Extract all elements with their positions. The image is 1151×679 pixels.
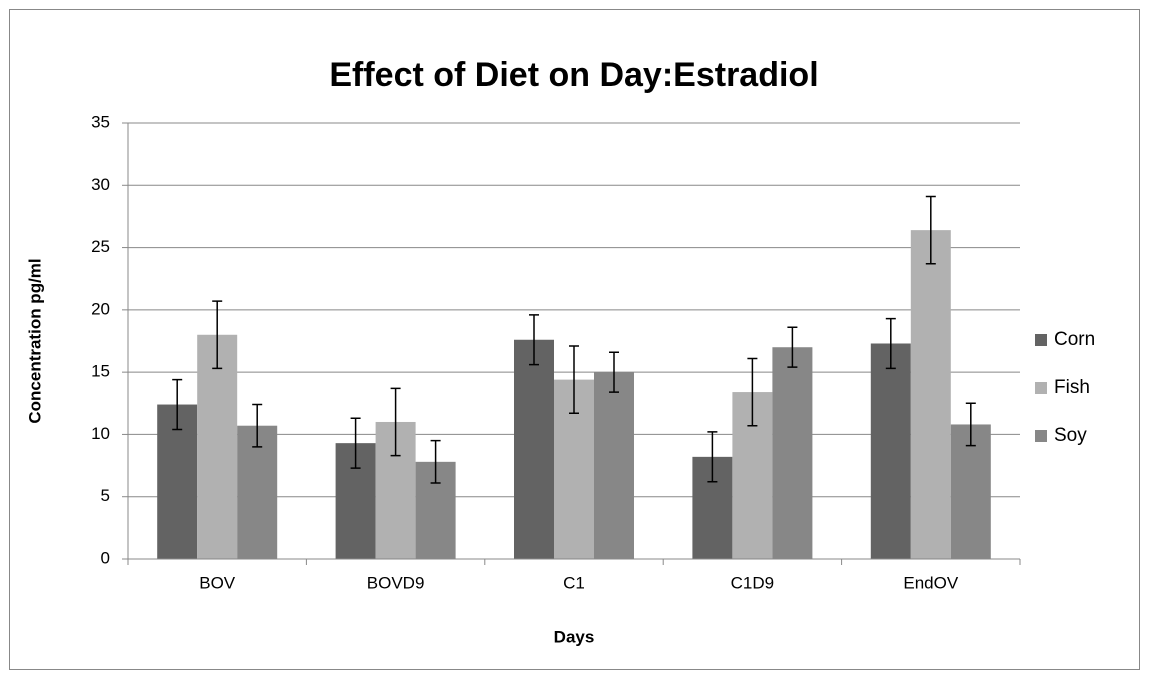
- error-bar: [350, 417, 361, 469]
- bar: [514, 339, 554, 559]
- y-tick-label: 10: [91, 424, 110, 443]
- error-bar: [172, 378, 183, 431]
- bar: [157, 404, 198, 559]
- error-bar: [747, 357, 758, 427]
- legend-label: Corn: [1054, 329, 1095, 350]
- error-bar: [569, 345, 579, 415]
- error-bar: [787, 326, 798, 368]
- error-bar: [609, 351, 619, 393]
- error-bar: [212, 300, 223, 370]
- y-tick-label: 20: [91, 299, 110, 318]
- error-bar: [925, 195, 936, 265]
- error-bar: [707, 431, 718, 483]
- chart-border: [9, 9, 1140, 670]
- y-axis-label: Concentration pg/ml: [25, 258, 44, 423]
- y-tick-label: 5: [101, 486, 110, 505]
- x-tick-label: BOVD9: [367, 573, 425, 592]
- chart-title: Effect of Diet on Day:Estradiol: [329, 56, 818, 94]
- x-tick-label: EndOV: [903, 573, 958, 592]
- legend-swatch: [1035, 334, 1047, 346]
- bar: [197, 334, 238, 559]
- error-bar: [529, 314, 539, 366]
- legend-swatch: [1035, 382, 1047, 394]
- bar: [950, 424, 991, 559]
- legend-label: Fish: [1054, 377, 1090, 398]
- error-bar: [430, 439, 441, 484]
- bar: [237, 425, 278, 559]
- x-tick-label: C1D9: [731, 573, 774, 592]
- error-bar: [965, 402, 976, 447]
- bar: [870, 343, 911, 559]
- y-tick-label: 0: [101, 548, 110, 567]
- error-bar: [252, 403, 263, 448]
- x-tick-label: C1: [563, 573, 585, 592]
- x-axis-label: Days: [554, 627, 595, 646]
- y-tick-label: 30: [91, 175, 110, 194]
- y-tick-label: 35: [91, 112, 110, 131]
- error-bar: [390, 387, 401, 457]
- y-tick-label: 25: [91, 237, 110, 256]
- bar: [910, 230, 951, 560]
- bar: [772, 347, 813, 559]
- error-bar: [885, 317, 896, 370]
- bar: [594, 372, 634, 559]
- legend-label: Soy: [1054, 425, 1087, 446]
- x-tick-label: BOV: [199, 573, 236, 592]
- y-tick-label: 15: [91, 362, 110, 381]
- legend-swatch: [1035, 430, 1047, 442]
